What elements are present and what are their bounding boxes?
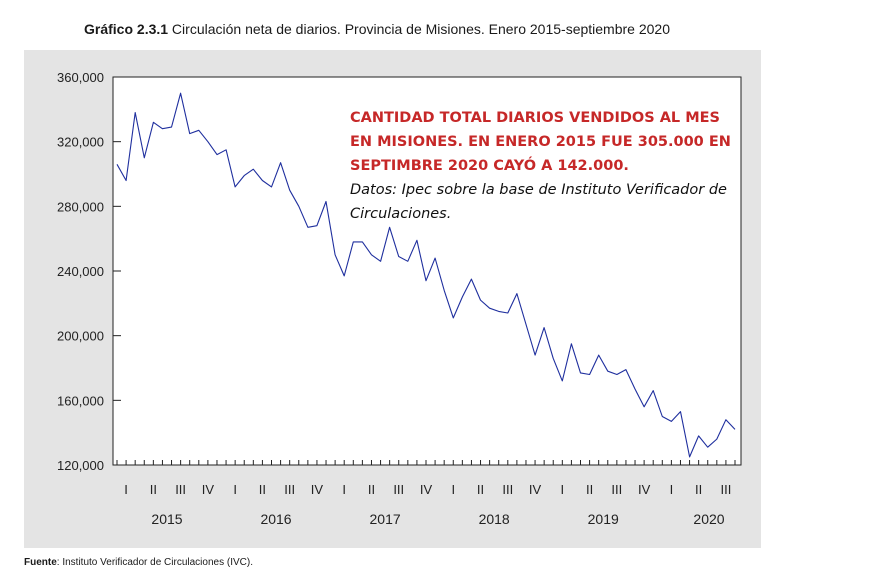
x-year-label: 2020 xyxy=(693,511,724,527)
x-quarter-label: III xyxy=(175,482,186,497)
x-quarter-label: II xyxy=(695,482,702,497)
x-year-label: 2015 xyxy=(151,511,182,527)
x-quarter-label: II xyxy=(586,482,593,497)
x-quarter-label: II xyxy=(150,482,157,497)
x-year-label: 2018 xyxy=(479,511,510,527)
series-line xyxy=(116,92,736,458)
chart-annotation: CANTIDAD TOTAL DIARIOS VENDIDOS AL MES E… xyxy=(350,106,740,226)
x-quarter-label: I xyxy=(233,482,237,497)
annotation-note: Datos: Ipec sobre la base de Instituto V… xyxy=(350,182,727,222)
y-tick-label: 360,000 xyxy=(57,70,104,85)
x-year-label: 2016 xyxy=(260,511,291,527)
x-quarter-label: III xyxy=(611,482,622,497)
series-layer xyxy=(116,92,736,458)
chart-title-text: Circulación neta de diarios. Provincia d… xyxy=(168,21,670,37)
y-tick-label: 160,000 xyxy=(57,393,104,408)
y-tick-label: 320,000 xyxy=(57,135,104,150)
y-tick-label: 200,000 xyxy=(57,329,104,344)
x-quarter-label: I xyxy=(451,482,455,497)
x-quarter-label: I xyxy=(342,482,346,497)
y-tick-label: 120,000 xyxy=(57,458,104,473)
x-quarter-label: IV xyxy=(638,482,651,497)
chart-title-label: Gráfico 2.3.1 xyxy=(84,21,169,37)
y-tick-label: 240,000 xyxy=(57,264,104,279)
y-axis: 120,000 160,000 200,000 240,000 280,000 320,0… xyxy=(57,70,121,473)
x-quarter-label: I xyxy=(670,482,674,497)
plot-area xyxy=(112,76,742,466)
x-quarter-label: III xyxy=(502,482,513,497)
x-quarter-label: III xyxy=(720,482,731,497)
source-text: : Instituto Verificador de Circulaciones… xyxy=(56,557,253,568)
x-quarter-label: III xyxy=(393,482,404,497)
source-label: Fuente xyxy=(24,557,57,568)
x-quarter-label: IV xyxy=(202,482,215,497)
x-year-label: 2017 xyxy=(370,511,401,527)
x-quarter-label: II xyxy=(368,482,375,497)
x-quarter-label: II xyxy=(259,482,266,497)
x-quarter-label: I xyxy=(561,482,565,497)
chart-title: Gráfico 2.3.1 Circulación neta de diario… xyxy=(84,21,670,37)
x-quarter-label: IV xyxy=(311,482,324,497)
y-tick-label: 280,000 xyxy=(57,199,104,214)
x-quarter-label: IV xyxy=(529,482,542,497)
x-quarter-label: IV xyxy=(420,482,433,497)
x-year-label: 2019 xyxy=(588,511,619,527)
source-note: Fuente: Instituto Verificador de Circula… xyxy=(24,557,253,568)
x-quarter-label: I xyxy=(124,482,128,497)
x-quarter-label: II xyxy=(477,482,484,497)
x-quarter-label: III xyxy=(284,482,295,497)
annotation-headline: CANTIDAD TOTAL DIARIOS VENDIDOS AL MES E… xyxy=(350,110,731,174)
